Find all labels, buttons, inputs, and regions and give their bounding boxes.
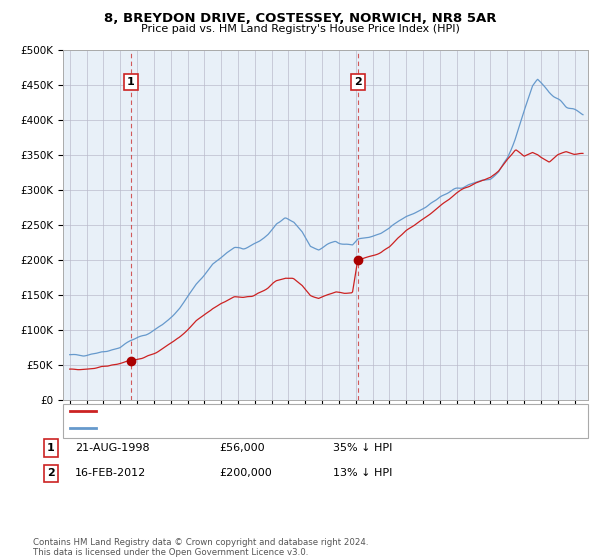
Text: 8, BREYDON DRIVE, COSTESSEY, NORWICH, NR8 5AR: 8, BREYDON DRIVE, COSTESSEY, NORWICH, NR… bbox=[104, 12, 496, 25]
Text: 35% ↓ HPI: 35% ↓ HPI bbox=[333, 443, 392, 453]
Text: 8, BREYDON DRIVE, COSTESSEY, NORWICH, NR8 5AR (detached house): 8, BREYDON DRIVE, COSTESSEY, NORWICH, NR… bbox=[101, 406, 473, 416]
Text: Contains HM Land Registry data © Crown copyright and database right 2024.
This d: Contains HM Land Registry data © Crown c… bbox=[33, 538, 368, 557]
Text: 13% ↓ HPI: 13% ↓ HPI bbox=[333, 468, 392, 478]
Text: 1: 1 bbox=[127, 77, 135, 87]
Text: 1: 1 bbox=[47, 443, 55, 453]
Text: 16-FEB-2012: 16-FEB-2012 bbox=[75, 468, 146, 478]
Text: £56,000: £56,000 bbox=[219, 443, 265, 453]
Text: 2: 2 bbox=[354, 77, 362, 87]
Text: £200,000: £200,000 bbox=[219, 468, 272, 478]
Text: HPI: Average price, detached house, South Norfolk: HPI: Average price, detached house, Sout… bbox=[101, 423, 365, 433]
Text: Price paid vs. HM Land Registry's House Price Index (HPI): Price paid vs. HM Land Registry's House … bbox=[140, 24, 460, 34]
Text: 2: 2 bbox=[47, 468, 55, 478]
Text: 21-AUG-1998: 21-AUG-1998 bbox=[75, 443, 149, 453]
